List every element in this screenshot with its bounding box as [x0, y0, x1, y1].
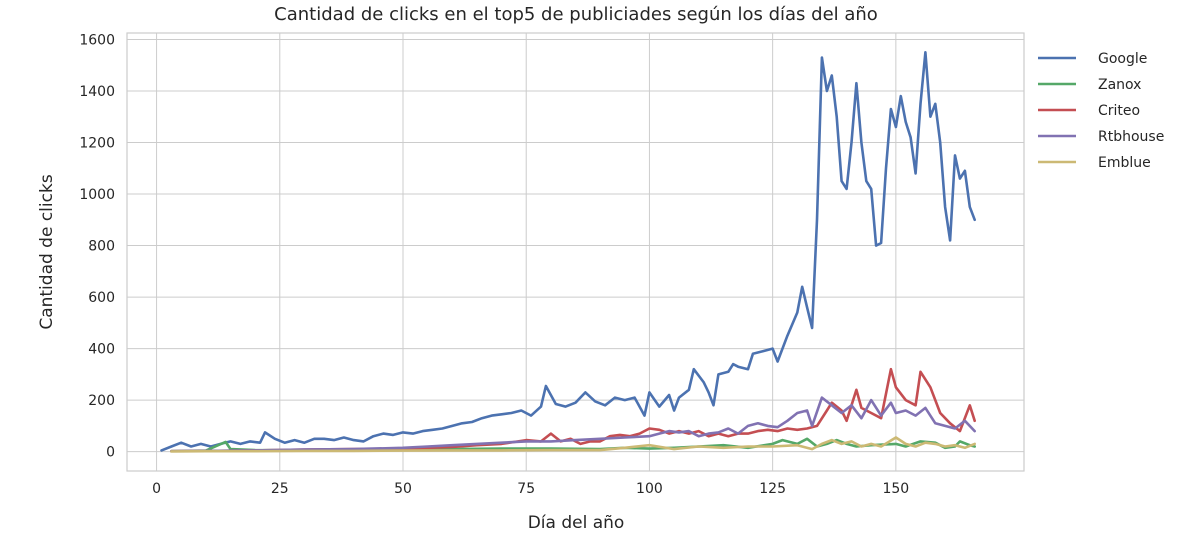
y-tick-label: 0: [106, 445, 115, 461]
y-tick-label: 1600: [79, 32, 115, 48]
series-line-emblue: [170, 436, 976, 453]
plot-frame: [126, 32, 1025, 472]
x-tick-label: 25: [271, 481, 289, 497]
x-tick-label: 50: [394, 481, 412, 497]
legend-label-zanox: Zanox: [1098, 77, 1141, 93]
y-tick-label: 200: [88, 393, 115, 409]
legend-label-criteo: Criteo: [1098, 103, 1140, 119]
x-tick-label: 75: [517, 481, 535, 497]
y-tick-label: 600: [88, 290, 115, 306]
series-line-google: [160, 51, 976, 452]
series-group: [160, 51, 976, 453]
y-axis-ticks: 0 200 400 600 800 1000 1200 1400 1600: [79, 32, 115, 460]
x-axis-label: Día del año: [528, 513, 625, 533]
x-tick-label: 0: [152, 481, 161, 497]
x-axis-ticks: 0 25 50 75 100 125 150: [152, 481, 909, 497]
y-axis-label: Cantidad de clicks: [37, 174, 57, 329]
y-tick-label: 1400: [79, 84, 115, 100]
x-tick-label: 150: [882, 481, 909, 497]
y-tick-label: 1000: [79, 187, 115, 203]
x-tick-label: 125: [759, 481, 786, 497]
legend-label-rtbhouse: Rtbhouse: [1098, 129, 1164, 145]
legend-label-google: Google: [1098, 51, 1147, 67]
y-tick-label: 800: [88, 239, 115, 255]
y-tick-label: 1200: [79, 136, 115, 152]
x-tick-label: 100: [636, 481, 663, 497]
y-tick-label: 400: [88, 342, 115, 358]
legend-label-emblue: Emblue: [1098, 155, 1151, 171]
series-line-rtbhouse: [170, 396, 976, 453]
chart-title: Cantidad de clicks en el top5 de publici…: [274, 4, 878, 25]
grid-lines: [127, 33, 1024, 471]
legend: Google Zanox Criteo Rtbhouse Emblue: [1038, 51, 1164, 171]
